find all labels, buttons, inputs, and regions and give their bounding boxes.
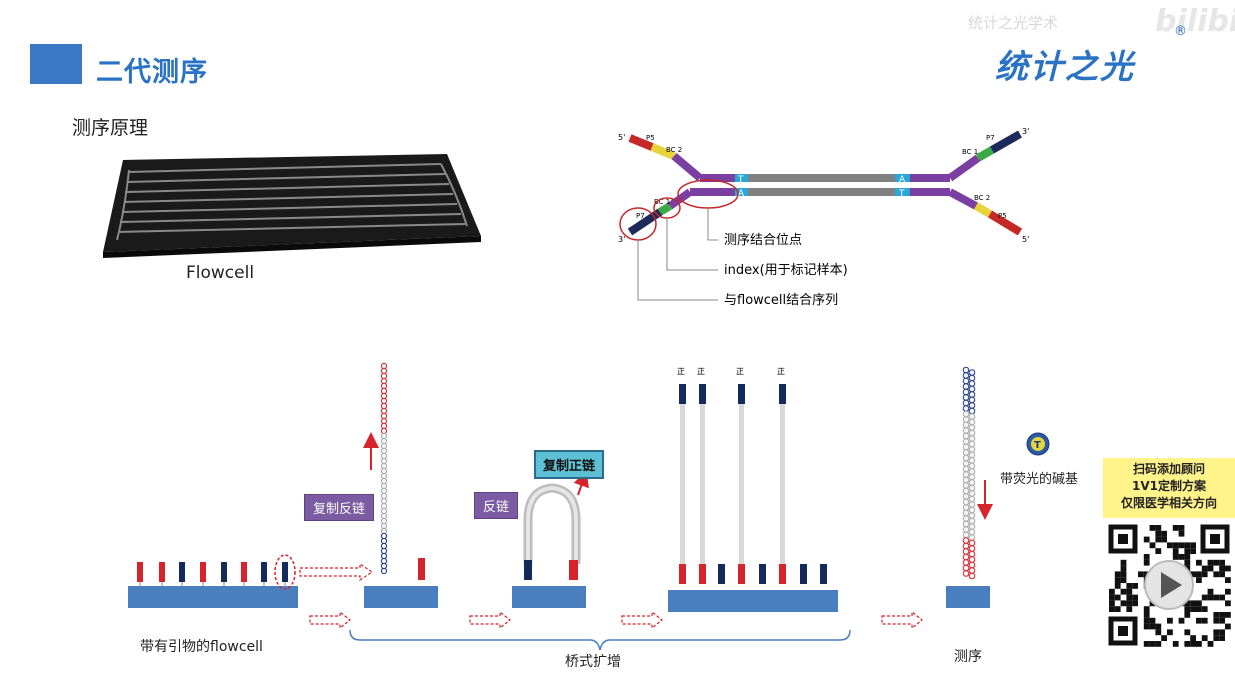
stage2-strand [380,362,388,575]
callout-flowcell-sequence: 与flowcell结合序列 [724,293,838,308]
overhang-t-bottom: T [898,189,905,199]
segment-p5-left: P5 [646,134,655,142]
callout-index: index(用于标记样本) [724,263,848,278]
brand-logo: 统计之光 [995,47,1135,86]
bridge-amplification-label: 桥式扩增 [565,654,621,670]
header-square [30,44,82,84]
stage2-plate [364,586,438,608]
qr-line-3: 仅限医学相关方向 [1120,496,1217,510]
page-title: 二代测序 [96,57,208,88]
end-label-5-right: 5' [1022,235,1029,244]
segment-p5-right: P5 [998,212,1007,220]
fluorescent-base-letter: T [1034,440,1041,451]
segment-p7-right: P7 [986,134,995,142]
segment-p7-left: P7 [636,212,645,220]
qr-promo-box: 扫码添加顾问 1V1定制方案 仅限医学相关方向 [1103,458,1235,518]
segment-bc1-right: BC 1 [962,148,978,156]
sequencing-strand [962,366,976,580]
stage1-label: 带有引物的flowcell [140,639,263,655]
brand-registered-mark: ® [1174,24,1187,39]
strand-mark-1: 正 [677,367,685,376]
bridge-strand [523,483,581,564]
stage4-strands [679,384,827,584]
qr-code-icon[interactable] [1106,522,1232,648]
strand-mark-3: 正 [736,367,744,376]
flowcell-label: Flowcell [186,263,255,283]
qr-line-2: 1V1定制方案 [1132,479,1206,493]
strand-mark-4: 正 [777,367,785,376]
stage1-plate [128,586,298,608]
callout-binding-site: 测序结合位点 [724,233,802,248]
watermark: 统计之光学术 [968,14,1059,32]
stage3-plate [512,586,586,608]
strand-mark-2: 正 [697,367,705,376]
overhang-a-bottom: A [738,189,745,199]
section-label: 测序原理 [72,117,149,139]
fluorescent-base-label: 带荧光的碱基 [1000,472,1079,487]
qr-line-1: 扫码添加顾问 [1132,462,1205,476]
flowcell-illustration [103,154,481,258]
watermark-logo: bilibili [1155,4,1235,39]
overhang-t-top: T [737,175,744,185]
sequencing-label: 测序 [954,649,982,665]
play-icon [1161,572,1182,598]
stage3-tag-left: 反链 [474,492,519,519]
stage5-plate [946,586,990,608]
stage4-plate [668,590,838,612]
process-diagram: 正 正 正 正 T [128,362,1050,651]
overhang-a-top: A [899,175,906,185]
segment-bc1-left: BC 1 [654,198,670,206]
stage2-tag: 复制反链 [304,494,375,521]
segment-bc2-left: BC 2 [666,146,682,154]
end-label-5-left: 5' [618,133,625,142]
stage1-primers [137,562,288,586]
end-label-3-right: 3' [1022,127,1029,136]
segment-bc2-right: BC 2 [974,194,990,202]
stage3-tag-right: 复制正链 [534,450,605,479]
adapter-diagram: T A A T 5' 3' 3' 5' P5 BC 2 P7 BC 1 P7 B… [618,127,1029,308]
end-label-3-left: 3' [618,235,625,244]
